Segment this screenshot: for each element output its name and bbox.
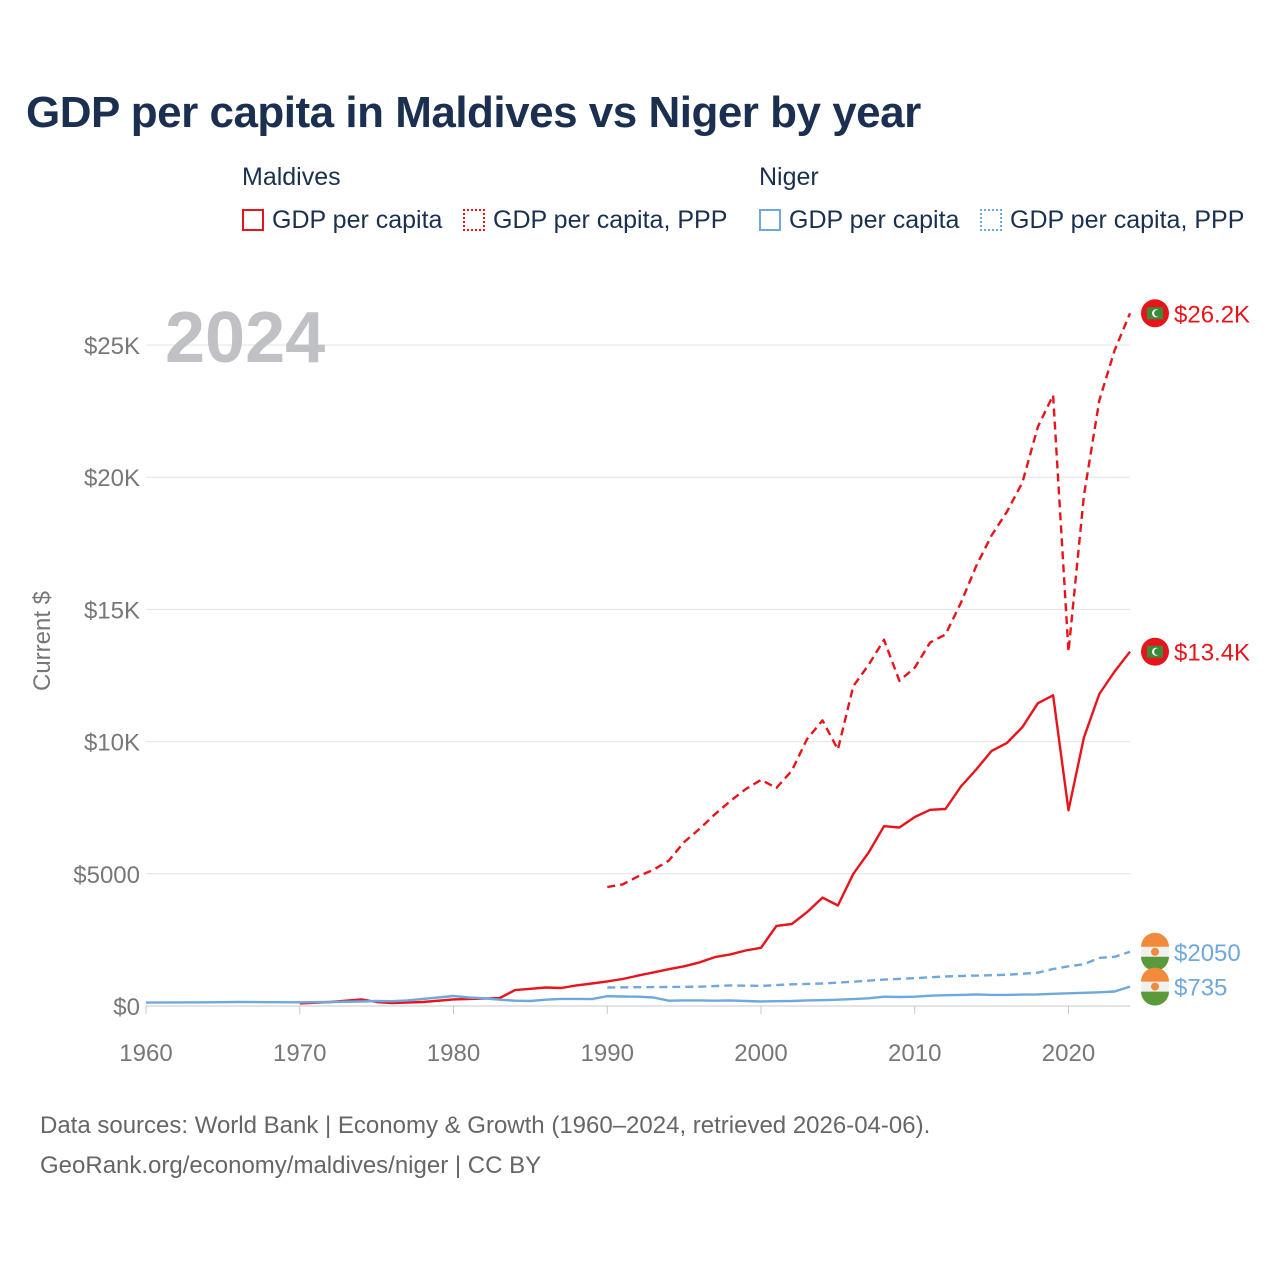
maldives-flag-icon [1141, 299, 1169, 328]
end-value-label: $2050 [1174, 940, 1241, 967]
x-tick-label: 1970 [273, 1040, 326, 1067]
series-line-maldives-gdp-per-capita[interactable] [299, 650, 1131, 1005]
series-line-niger-gdp-per-capita-ppp[interactable] [607, 950, 1131, 989]
end-value-label: $735 [1174, 975, 1227, 1002]
data-sources: Data sources: World Bank | Economy & Gro… [40, 1106, 930, 1186]
legend-item-maldives-ppp[interactable]: GDP per capita, PPP [463, 205, 727, 235]
legend-label: GDP per capita, PPP [493, 205, 728, 234]
y-tick-label: $20K [84, 465, 140, 492]
x-tick-label: 2010 [888, 1040, 941, 1067]
x-tick-label: 1960 [119, 1040, 172, 1067]
niger-flag-icon [1141, 932, 1169, 971]
legend-item-niger-ppp[interactable]: GDP per capita, PPP [980, 205, 1244, 235]
y-tick-label: $15K [84, 597, 140, 624]
legend-item-maldives-gdp[interactable]: GDP per capita [242, 205, 442, 235]
y-axis-label: Current $ [29, 591, 56, 691]
legend-label: GDP per capita, PPP [1010, 205, 1245, 234]
end-value-label: $13.4K [1174, 640, 1250, 667]
y-tick-label: $25K [84, 333, 140, 360]
legend-label: GDP per capita [272, 205, 443, 234]
sources-line-1: Data sources: World Bank | Economy & Gro… [40, 1112, 931, 1139]
legend-swatch-solid [759, 209, 781, 231]
legend-label: GDP per capita [789, 205, 960, 234]
x-tick-label: 2020 [1042, 1040, 1095, 1067]
sources-line-2[interactable]: GeoRank.org/economy/maldives/niger | CC … [40, 1152, 542, 1179]
series-line-maldives-gdp-per-capita-ppp[interactable] [607, 312, 1132, 889]
legend-swatch-solid [242, 209, 264, 231]
legend-swatch-dotted [463, 209, 485, 231]
series-line-niger-gdp-per-capita[interactable] [145, 985, 1131, 1004]
chart-title: GDP per capita in Maldives vs Niger by y… [26, 88, 921, 137]
legend-group-niger: Niger [759, 163, 819, 191]
x-tick-label: 1990 [581, 1040, 634, 1067]
maldives-flag-icon [1141, 637, 1169, 666]
y-tick-label: $5000 [73, 862, 140, 889]
legend-item-niger-gdp[interactable]: GDP per capita [759, 205, 959, 235]
end-value-label: $26.2K [1174, 301, 1250, 328]
legend-group-maldives: Maldives [242, 163, 341, 191]
y-tick-label: $0 [113, 994, 140, 1021]
year-watermark: 2024 [165, 298, 325, 378]
x-tick-label: 1980 [427, 1040, 480, 1067]
y-tick-label: $10K [84, 730, 140, 757]
niger-flag-icon [1141, 967, 1169, 1006]
x-tick-label: 2000 [734, 1040, 787, 1067]
legend-swatch-dotted [980, 209, 1002, 231]
